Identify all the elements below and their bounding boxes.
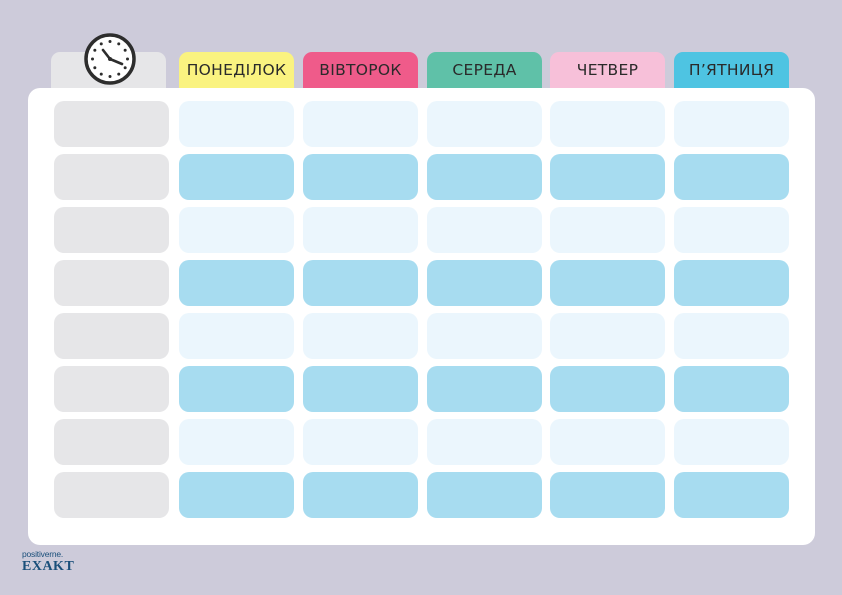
schedule-cell-thursday[interactable] bbox=[550, 313, 665, 359]
schedule-cell-wednesday[interactable] bbox=[427, 366, 542, 412]
schedule-cell-friday[interactable] bbox=[674, 101, 789, 147]
time-slot-cell[interactable] bbox=[54, 366, 169, 412]
time-slot-cell[interactable] bbox=[54, 154, 169, 200]
schedule-cell-monday[interactable] bbox=[179, 313, 294, 359]
schedule-cell-monday[interactable] bbox=[179, 101, 294, 147]
schedule-panel bbox=[28, 88, 815, 545]
schedule-cell-wednesday[interactable] bbox=[427, 154, 542, 200]
schedule-cell-thursday[interactable] bbox=[550, 207, 665, 253]
day-header-wednesday: СЕРЕДА bbox=[427, 52, 542, 94]
schedule-cell-thursday[interactable] bbox=[550, 472, 665, 518]
day-header-thursday: ЧЕТВЕР bbox=[550, 52, 665, 94]
schedule-cell-thursday[interactable] bbox=[550, 154, 665, 200]
schedule-cell-friday[interactable] bbox=[674, 154, 789, 200]
time-slot-cell[interactable] bbox=[54, 260, 169, 306]
schedule-cell-thursday[interactable] bbox=[550, 260, 665, 306]
schedule-cell-friday[interactable] bbox=[674, 366, 789, 412]
schedule-cell-wednesday[interactable] bbox=[427, 313, 542, 359]
schedule-cell-monday[interactable] bbox=[179, 260, 294, 306]
time-slot-cell[interactable] bbox=[54, 472, 169, 518]
schedule-cell-wednesday[interactable] bbox=[427, 472, 542, 518]
day-header-tuesday: ВІВТОРОК bbox=[303, 52, 418, 94]
schedule-cell-monday[interactable] bbox=[179, 207, 294, 253]
schedule-cell-tuesday[interactable] bbox=[303, 366, 418, 412]
day-header-friday: П’ЯТНИЦЯ bbox=[674, 52, 789, 94]
schedule-cell-tuesday[interactable] bbox=[303, 154, 418, 200]
time-slot-cell[interactable] bbox=[54, 101, 169, 147]
schedule-cell-monday[interactable] bbox=[179, 366, 294, 412]
schedule-cell-tuesday[interactable] bbox=[303, 472, 418, 518]
schedule-cell-wednesday[interactable] bbox=[427, 419, 542, 465]
schedule-cell-friday[interactable] bbox=[674, 207, 789, 253]
schedule-cell-thursday[interactable] bbox=[550, 366, 665, 412]
time-slot-cell[interactable] bbox=[54, 419, 169, 465]
schedule-cell-tuesday[interactable] bbox=[303, 207, 418, 253]
schedule-cell-thursday[interactable] bbox=[550, 101, 665, 147]
schedule-cell-wednesday[interactable] bbox=[427, 207, 542, 253]
schedule-cell-tuesday[interactable] bbox=[303, 419, 418, 465]
schedule-cell-monday[interactable] bbox=[179, 154, 294, 200]
schedule-cell-wednesday[interactable] bbox=[427, 101, 542, 147]
schedule-cell-monday[interactable] bbox=[179, 472, 294, 518]
schedule-cell-tuesday[interactable] bbox=[303, 260, 418, 306]
schedule-cell-monday[interactable] bbox=[179, 419, 294, 465]
brand-name: EXAKT bbox=[22, 558, 75, 574]
brand-tagline: positiverne. bbox=[22, 549, 64, 559]
day-header-monday: ПОНЕДІЛОК bbox=[179, 52, 294, 94]
schedule-cell-friday[interactable] bbox=[674, 472, 789, 518]
schedule-cell-tuesday[interactable] bbox=[303, 313, 418, 359]
clock-icon bbox=[84, 33, 136, 85]
schedule-cell-friday[interactable] bbox=[674, 313, 789, 359]
schedule-cell-wednesday[interactable] bbox=[427, 260, 542, 306]
brand-logo: positiverne. EXAKT bbox=[22, 550, 74, 574]
schedule-cell-thursday[interactable] bbox=[550, 419, 665, 465]
time-slot-cell[interactable] bbox=[54, 207, 169, 253]
schedule-cell-tuesday[interactable] bbox=[303, 101, 418, 147]
time-slot-cell[interactable] bbox=[54, 313, 169, 359]
schedule-cell-friday[interactable] bbox=[674, 260, 789, 306]
schedule-cell-friday[interactable] bbox=[674, 419, 789, 465]
